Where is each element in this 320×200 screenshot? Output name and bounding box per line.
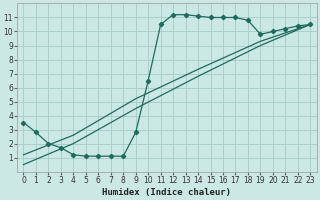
X-axis label: Humidex (Indice chaleur): Humidex (Indice chaleur) bbox=[102, 188, 231, 197]
